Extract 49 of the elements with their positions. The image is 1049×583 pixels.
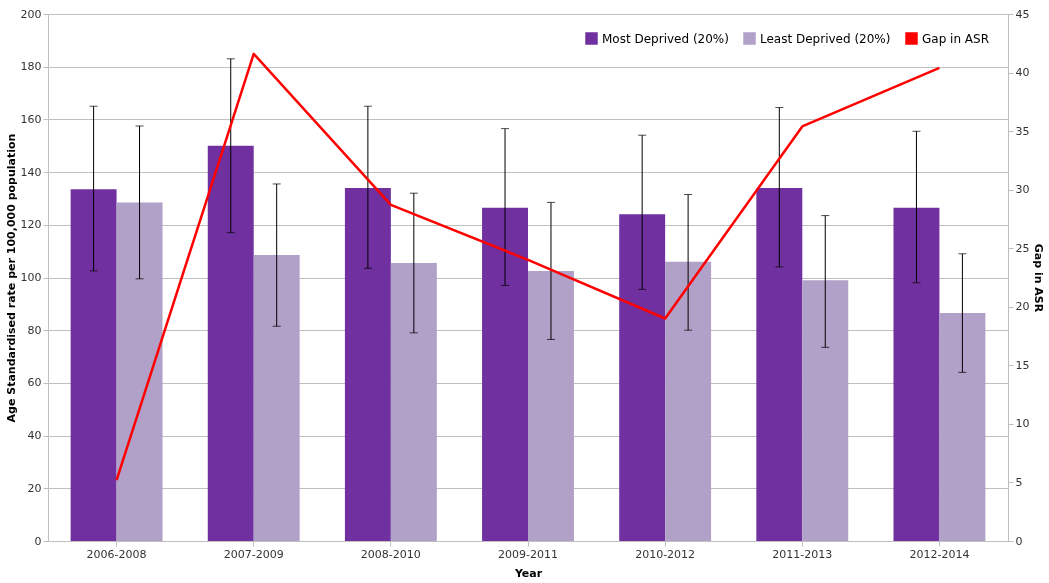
y-tick-label: 160 (20, 112, 42, 126)
y2-tick-label: 30 (1015, 183, 1030, 197)
y-axis-title: Age Standardised rate per 100,000 population (4, 133, 18, 423)
bar (619, 214, 666, 541)
bar (70, 189, 117, 541)
x-axis-title: Year (513, 566, 543, 580)
y-tick-label: 100 (20, 271, 42, 284)
y2-axis-title: Gap in ASR (1032, 243, 1046, 313)
y-tick-label: 60 (27, 376, 42, 390)
bar (482, 207, 528, 541)
y-tick-label: 40 (27, 429, 42, 443)
y-tick-label: 120 (20, 218, 42, 232)
legend-label: Gap in ASR (922, 31, 990, 46)
legend-label: Most Deprived (20%) (602, 31, 729, 46)
bar (344, 187, 391, 541)
y2-tick-label: 20 (1015, 300, 1030, 314)
x-tick-label: 2006-2008 (86, 547, 147, 561)
y2-tick-label: 15 (1015, 358, 1030, 372)
x-tick-label: 2009-2011 (498, 547, 558, 561)
y-tick-label: 200 (20, 7, 42, 21)
bar (116, 202, 163, 541)
y2-tick-label: 35 (1015, 124, 1030, 138)
line-series (115, 52, 941, 482)
bar (893, 207, 940, 541)
y-tick-label: 0 (34, 534, 42, 548)
bar (756, 187, 803, 541)
legend-label: Least Deprived (20%) (760, 31, 891, 46)
x-tick-label: 2012-2014 (909, 547, 970, 561)
bar (665, 261, 712, 541)
y2-tick-label: 40 (1015, 66, 1030, 80)
y-tick-label: 20 (27, 481, 42, 495)
y2-tick-label: 25 (1015, 241, 1030, 255)
y2-tick-label: 10 (1015, 417, 1030, 431)
y2-tick-label: 45 (1015, 7, 1030, 21)
y-tick-label: 180 (20, 60, 42, 74)
bar (528, 270, 574, 541)
x-tick-label: 2007-2009 (223, 547, 284, 561)
x-tick-label: 2011-2013 (772, 547, 833, 561)
y2-tick-label: 5 (1015, 475, 1023, 489)
y-tick-label: 140 (20, 165, 42, 179)
x-tick-label: 2008-2010 (360, 547, 421, 561)
y2-tick-label: 0 (1015, 534, 1023, 548)
bar (802, 280, 849, 541)
x-tick-label: 2010-2012 (635, 547, 696, 561)
bar (207, 145, 254, 541)
bar (253, 255, 300, 541)
bar (390, 263, 437, 541)
bar (939, 313, 986, 541)
y-tick-label: 80 (27, 323, 42, 337)
